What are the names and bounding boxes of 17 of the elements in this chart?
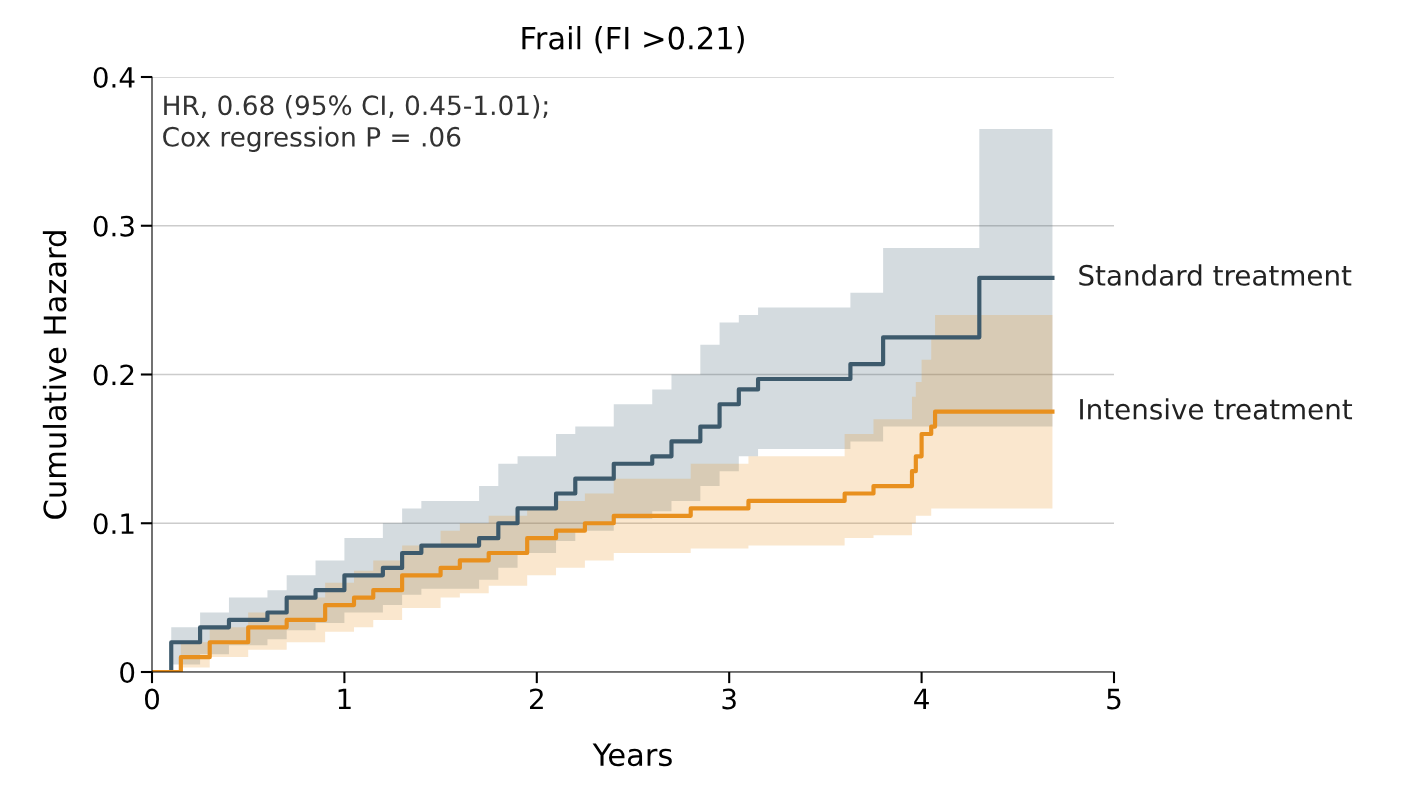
- x-tick-label: 3: [722, 688, 736, 710]
- y-tick-label: 0.1: [93, 513, 134, 535]
- y-tick-label: 0.4: [93, 66, 135, 88]
- x-tick-label: 0: [144, 688, 159, 710]
- x-tick-label: 2: [530, 688, 543, 710]
- x-tick-label: 5: [1107, 688, 1121, 710]
- x-tick-label: 1: [338, 688, 351, 710]
- y-tick-label: 0.2: [93, 364, 134, 386]
- y-tick-label: 0: [120, 661, 135, 683]
- x-tick-label: 4: [914, 688, 929, 710]
- chart-title: Frail (FI >0.21): [522, 26, 744, 54]
- y-tick-label: 0.3: [93, 215, 134, 237]
- annotation: HR, 0.68 (95% CI, 0.45-1.01); Cox regression P = .06: [163, 94, 548, 152]
- series-label: Intensive treatment: [1080, 398, 1353, 420]
- y-axis-title: Cumulative Hazard: [42, 231, 67, 519]
- x-axis-title: Years: [592, 743, 672, 767]
- series-label: Standard treatment: [1079, 264, 1352, 286]
